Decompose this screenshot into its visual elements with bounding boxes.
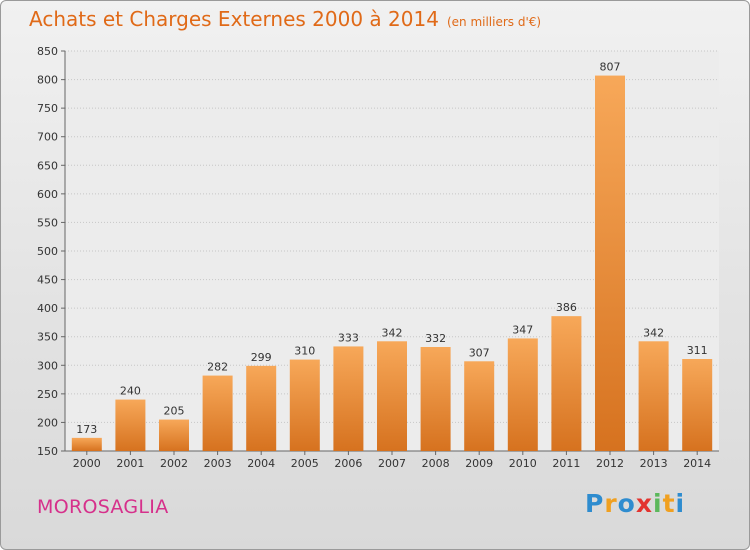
proxiti-logo: Proxiti <box>585 489 685 518</box>
x-tick-label: 2008 <box>422 457 450 470</box>
bar <box>595 75 625 452</box>
y-tick-label: 850 <box>37 45 58 58</box>
y-tick-label: 500 <box>37 245 58 258</box>
x-tick-label: 2009 <box>465 457 493 470</box>
x-tick-label: 2004 <box>247 457 275 470</box>
bar <box>289 359 320 451</box>
bar <box>115 399 146 451</box>
x-tick-label: 2001 <box>116 457 144 470</box>
y-tick-label: 350 <box>37 331 58 344</box>
logo-letter: t <box>662 489 676 518</box>
x-tick-label: 2003 <box>204 457 232 470</box>
bar-value-label: 205 <box>164 405 185 418</box>
bar-value-label: 311 <box>687 344 708 357</box>
x-tick-label: 2006 <box>334 457 362 470</box>
y-tick-label: 300 <box>37 359 58 372</box>
bar <box>159 419 189 451</box>
bar-value-label: 299 <box>251 351 272 364</box>
y-tick-label: 800 <box>37 74 58 87</box>
bar <box>507 338 538 451</box>
bar <box>377 341 407 451</box>
chart-subtitle: (en milliers d'€) <box>446 15 542 29</box>
bar-value-label: 342 <box>643 326 664 339</box>
y-tick-label: 450 <box>37 274 58 287</box>
bar-value-label: 173 <box>76 423 97 436</box>
x-tick-label: 2002 <box>160 457 188 470</box>
logo-letter: o <box>617 489 636 518</box>
logo-letter: i <box>675 489 686 518</box>
y-tick-label: 200 <box>37 416 58 429</box>
x-tick-label: 2013 <box>640 457 668 470</box>
x-tick-label: 2007 <box>378 457 406 470</box>
bar-value-label: 386 <box>556 301 577 314</box>
x-tick-label: 2005 <box>291 457 319 470</box>
bar <box>682 359 713 451</box>
y-tick-label: 250 <box>37 388 58 401</box>
bar-value-label: 342 <box>382 326 403 339</box>
bar-value-label: 240 <box>120 385 141 398</box>
bar <box>638 341 669 451</box>
bar <box>464 361 495 451</box>
bar <box>333 346 364 451</box>
y-tick-label: 150 <box>37 445 58 458</box>
y-tick-label: 600 <box>37 188 58 201</box>
x-tick-label: 2014 <box>683 457 711 470</box>
chart-title: Achats et Charges Externes 2000 à 2014 (e… <box>29 7 541 31</box>
logo-letter: x <box>635 489 653 518</box>
bar-value-label: 310 <box>294 345 315 358</box>
x-tick-label: 2010 <box>509 457 537 470</box>
bar-value-label: 332 <box>425 332 446 345</box>
bar <box>551 316 582 451</box>
x-tick-label: 2011 <box>552 457 580 470</box>
y-tick-label: 400 <box>37 302 58 315</box>
logo-letter: P <box>585 489 605 518</box>
bar-value-label: 282 <box>207 361 228 374</box>
x-tick-label: 2000 <box>73 457 101 470</box>
y-tick-label: 650 <box>37 159 58 172</box>
bar-value-label: 333 <box>338 331 359 344</box>
bar <box>71 437 102 451</box>
bar <box>246 365 277 451</box>
commune-name: MOROSAGLIA <box>37 496 169 518</box>
bar-value-label: 347 <box>512 323 533 336</box>
logo-letter: r <box>604 489 618 518</box>
y-tick-label: 700 <box>37 131 58 144</box>
chart-title-text: Achats et Charges Externes 2000 à 2014 <box>29 7 439 31</box>
bar <box>202 375 233 451</box>
y-tick-label: 550 <box>37 216 58 229</box>
logo-letter: i <box>653 489 663 518</box>
bar-value-label: 807 <box>600 61 621 74</box>
y-tick-label: 750 <box>37 102 58 115</box>
x-tick-label: 2012 <box>596 457 624 470</box>
bar-value-label: 307 <box>469 346 490 359</box>
bar <box>420 347 451 451</box>
